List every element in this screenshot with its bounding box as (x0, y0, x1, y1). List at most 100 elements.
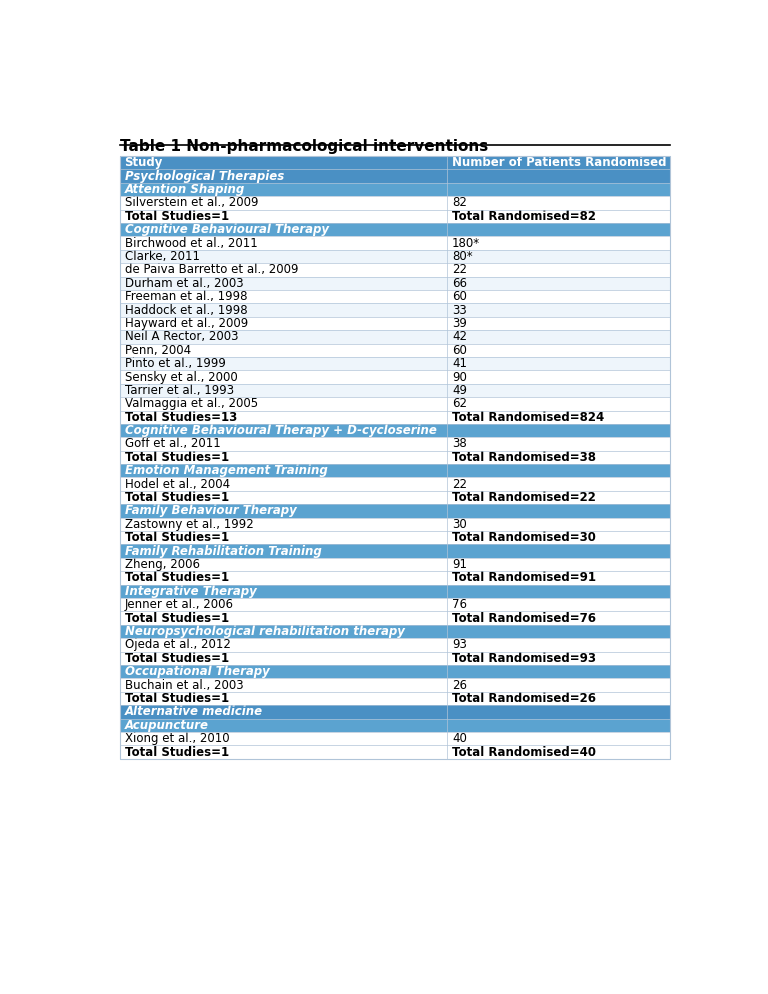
Bar (120, 584, 670, 598)
Text: Total Studies=1: Total Studies=1 (124, 572, 229, 584)
Bar (120, 464, 670, 477)
Text: Jenner et al., 2006: Jenner et al., 2006 (124, 598, 233, 611)
Text: Total Studies=1: Total Studies=1 (124, 692, 229, 705)
Bar (120, 384, 670, 398)
Bar (120, 330, 670, 344)
Text: Valmaggia et al., 2005: Valmaggia et al., 2005 (124, 398, 258, 411)
Bar (120, 371, 670, 384)
Text: Total Randomised=824: Total Randomised=824 (452, 411, 604, 423)
Text: Alternative medicine: Alternative medicine (124, 706, 263, 719)
Text: Study: Study (124, 156, 163, 169)
Text: 22: 22 (452, 263, 467, 276)
Text: Total Studies=1: Total Studies=1 (124, 611, 229, 624)
Bar (120, 545, 670, 558)
Text: 22: 22 (452, 478, 467, 491)
Text: Xiong et al., 2010: Xiong et al., 2010 (124, 733, 229, 746)
Text: 180*: 180* (452, 237, 480, 249)
Text: Cognitive Behavioural Therapy + D-cycloserine: Cognitive Behavioural Therapy + D-cyclos… (124, 424, 436, 437)
Text: Total Randomised=82: Total Randomised=82 (452, 210, 596, 223)
Text: 39: 39 (452, 317, 467, 330)
Text: Total Studies=1: Total Studies=1 (124, 531, 229, 545)
Bar (120, 437, 670, 450)
Text: Penn, 2004: Penn, 2004 (124, 344, 190, 357)
Text: 38: 38 (452, 437, 467, 450)
Text: 40: 40 (452, 733, 467, 746)
Bar (120, 317, 670, 330)
Bar (120, 156, 670, 169)
Text: Haddock et al., 1998: Haddock et al., 1998 (124, 303, 247, 316)
Bar (120, 223, 670, 237)
Bar (120, 572, 670, 584)
Text: Table 1 Non-pharmacological interventions: Table 1 Non-pharmacological intervention… (120, 139, 488, 154)
Bar (120, 411, 670, 423)
Text: Total Randomised=26: Total Randomised=26 (452, 692, 596, 705)
Text: Hayward et al., 2009: Hayward et al., 2009 (124, 317, 248, 330)
Text: Total Studies=1: Total Studies=1 (124, 451, 229, 464)
Text: 49: 49 (452, 384, 467, 397)
Text: Sensky et al., 2000: Sensky et al., 2000 (124, 371, 237, 384)
Bar (120, 625, 670, 638)
Text: Family Rehabilitation Training: Family Rehabilitation Training (124, 545, 321, 558)
Text: Total Randomised=40: Total Randomised=40 (452, 746, 596, 758)
Text: Total Randomised=76: Total Randomised=76 (452, 611, 596, 624)
Bar (120, 678, 670, 692)
Bar (120, 423, 670, 437)
Text: Neil A Rector, 2003: Neil A Rector, 2003 (124, 330, 238, 343)
Bar (120, 344, 670, 357)
Text: Clarke, 2011: Clarke, 2011 (124, 249, 200, 263)
Bar (120, 518, 670, 531)
Bar (120, 491, 670, 504)
Bar (120, 638, 670, 652)
Text: Birchwood et al., 2011: Birchwood et al., 2011 (124, 237, 257, 249)
Bar (120, 732, 670, 746)
Bar (120, 357, 670, 371)
Text: Total Randomised=22: Total Randomised=22 (452, 491, 596, 504)
Text: Attention Shaping: Attention Shaping (124, 183, 245, 196)
Text: Cognitive Behavioural Therapy: Cognitive Behavioural Therapy (124, 224, 329, 237)
Text: Durham et al., 2003: Durham et al., 2003 (124, 276, 243, 290)
Text: Total Studies=1: Total Studies=1 (124, 652, 229, 665)
Text: 76: 76 (452, 598, 467, 611)
Text: Integrative Therapy: Integrative Therapy (124, 584, 257, 597)
Text: Total Studies=1: Total Studies=1 (124, 746, 229, 758)
Text: Zheng, 2006: Zheng, 2006 (124, 558, 200, 571)
Text: Number of Patients Randomised: Number of Patients Randomised (452, 156, 667, 169)
Bar (120, 665, 670, 678)
Text: 80*: 80* (452, 249, 473, 263)
Text: 60: 60 (452, 290, 467, 303)
Text: 41: 41 (452, 357, 467, 370)
Bar (120, 450, 670, 464)
Text: 91: 91 (452, 558, 467, 571)
Bar (120, 652, 670, 665)
Text: Pinto et al., 1999: Pinto et al., 1999 (124, 357, 226, 370)
Bar (120, 156, 670, 758)
Text: Occupational Therapy: Occupational Therapy (124, 665, 270, 678)
Text: Psychological Therapies: Psychological Therapies (124, 170, 284, 183)
Text: Total Studies=1: Total Studies=1 (124, 491, 229, 504)
Bar (120, 558, 670, 572)
Text: Hodel et al., 2004: Hodel et al., 2004 (124, 478, 230, 491)
Bar (120, 169, 670, 183)
Bar (120, 210, 670, 223)
Bar (120, 183, 670, 196)
Text: Family Behaviour Therapy: Family Behaviour Therapy (124, 505, 296, 518)
Text: Neuropsychological rehabilitation therapy: Neuropsychological rehabilitation therap… (124, 625, 405, 638)
Text: Goff et al., 2011: Goff et al., 2011 (124, 437, 220, 450)
Text: 90: 90 (452, 371, 467, 384)
Text: Total Randomised=91: Total Randomised=91 (452, 572, 596, 584)
Text: Total Randomised=93: Total Randomised=93 (452, 652, 596, 665)
Text: Total Randomised=30: Total Randomised=30 (452, 531, 596, 545)
Bar (120, 249, 670, 263)
Text: Acupuncture: Acupuncture (124, 719, 209, 732)
Bar (120, 398, 670, 411)
Text: 30: 30 (452, 518, 467, 531)
Bar (120, 263, 670, 276)
Text: Total Studies=13: Total Studies=13 (124, 411, 237, 423)
Bar (120, 705, 670, 719)
Text: 33: 33 (452, 303, 467, 316)
Bar (120, 611, 670, 625)
Text: 66: 66 (452, 276, 467, 290)
Bar (120, 598, 670, 611)
Text: Silverstein et al., 2009: Silverstein et al., 2009 (124, 197, 258, 210)
Bar (120, 719, 670, 732)
